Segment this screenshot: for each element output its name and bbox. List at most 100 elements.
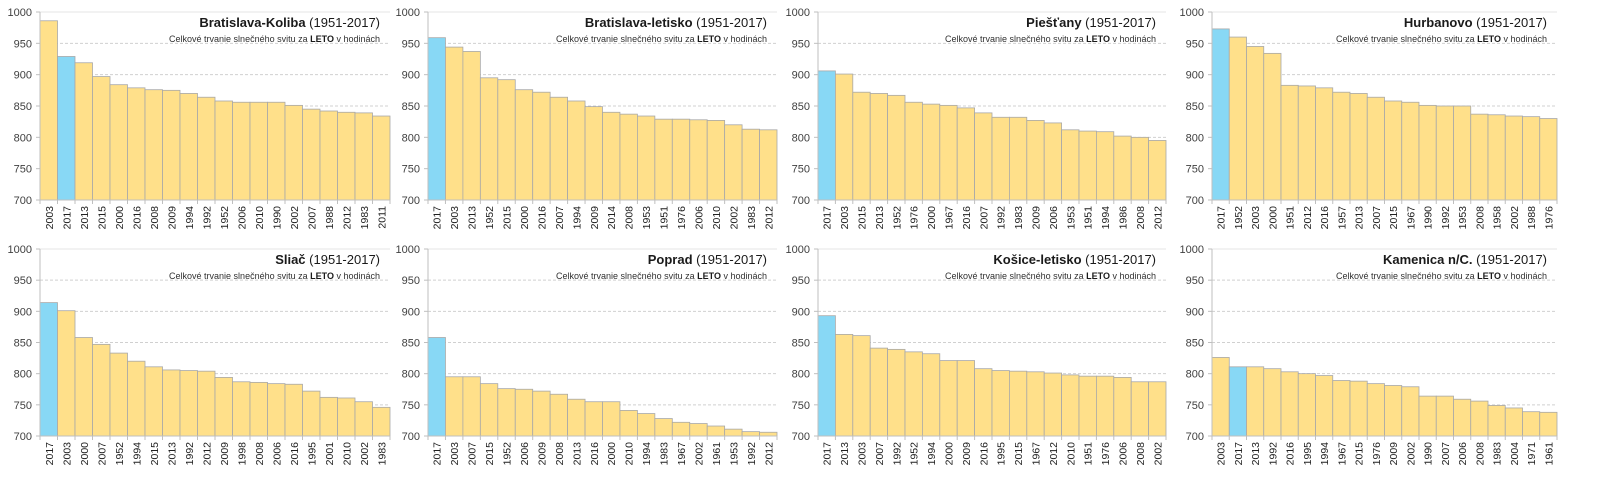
bar — [109, 352, 128, 437]
x-tick-label: 1992 — [184, 442, 196, 466]
x-tick-label: 1990 — [1423, 442, 1435, 466]
x-tick-label: 2008 — [554, 442, 566, 466]
bar — [74, 337, 93, 437]
y-tick-label: 900 — [402, 70, 420, 82]
x-tick-label: 1951 — [659, 206, 671, 230]
y-tick-label: 750 — [402, 164, 420, 176]
bar — [724, 124, 743, 201]
chart-subtitle-post: v hodinách — [1501, 271, 1547, 281]
bar — [922, 103, 941, 201]
chart-title-station: Kamenica n/C. — [1383, 252, 1473, 267]
bar — [1211, 357, 1230, 437]
x-tick-label: 2009 — [536, 442, 548, 466]
bar — [1113, 377, 1132, 437]
x-tick-label: 2008 — [1135, 206, 1147, 230]
chart-5: 700 750 800 850 900 950 1000 2017 2003 2000 2007 19… — [8, 244, 391, 466]
x-tick-label: 2015 — [484, 442, 496, 466]
bar — [1522, 411, 1541, 437]
y-tick-label: 950 — [1186, 38, 1204, 50]
x-tick-label: 2003 — [449, 206, 461, 230]
x-tick-label: 2016 — [1285, 442, 1297, 466]
x-tick-label: 1967 — [1336, 442, 1348, 466]
y-tick-label: 750 — [14, 164, 32, 176]
x-tick-label: 2007 — [1440, 442, 1452, 466]
x-tick-label: 1976 — [909, 206, 921, 230]
bar — [1148, 140, 1167, 201]
chart-subtitle-pre: Celkové trvanie slnečného svitu za — [1336, 34, 1477, 44]
x-tick-label: 1994 — [641, 442, 653, 466]
bar-highlight — [39, 302, 58, 437]
y-tick-label: 950 — [402, 38, 420, 50]
chart-subtitle: Celkové trvanie slnečného svitu za LETO … — [556, 271, 767, 281]
x-tick-label: 1992 — [746, 442, 758, 466]
x-tick-label: 2000 — [114, 206, 126, 230]
chart-title: Sliač (1951-2017) — [275, 252, 380, 267]
x-tick-label: 2006 — [236, 206, 248, 230]
y-tick-label: 750 — [402, 400, 420, 412]
x-tick-label: 2012 — [1152, 206, 1164, 230]
bar — [1078, 130, 1097, 201]
x-tick-label: 1983 — [1492, 442, 1504, 466]
bar — [39, 20, 58, 201]
x-tick-label: 2003 — [1216, 442, 1228, 466]
chart-subtitle-pre: Celkové trvanie slnečného svitu za — [1336, 271, 1477, 281]
x-tick-label: 2006 — [1118, 442, 1130, 466]
bar — [974, 368, 993, 437]
y-tick-label: 1000 — [786, 7, 810, 19]
bar — [724, 428, 743, 437]
x-tick-label: 1967 — [944, 206, 956, 230]
bar — [1009, 370, 1028, 437]
chart-subtitle-post: v hodinách — [334, 271, 380, 281]
bar — [462, 51, 481, 201]
y-tick-label: 850 — [14, 338, 32, 350]
bar — [144, 366, 163, 437]
bar — [1228, 36, 1247, 201]
x-tick-label: 2013 — [1250, 442, 1262, 466]
x-tick-label: 1994 — [1319, 442, 1331, 466]
bar — [1246, 366, 1265, 437]
bar — [991, 116, 1010, 201]
x-tick-label: 2009 — [219, 442, 231, 466]
y-tick-label: 850 — [14, 101, 32, 113]
x-tick-label: 2002 — [728, 206, 740, 230]
bar — [1078, 375, 1097, 437]
x-tick-label: 2008 — [1135, 442, 1147, 466]
x-tick-label: 1994 — [926, 442, 938, 466]
chart-title-station: Hurbanovo — [1404, 15, 1473, 30]
chart-subtitle-season: LETO — [1477, 34, 1501, 44]
x-tick-label: 1983 — [359, 206, 371, 230]
bar — [584, 401, 603, 437]
bar — [1332, 380, 1351, 437]
y-tick-label: 800 — [14, 369, 32, 381]
x-tick-label: 2003 — [1250, 206, 1262, 230]
chart-subtitle: Celkové trvanie slnečného svitu za LETO … — [556, 34, 767, 44]
bar — [922, 353, 941, 437]
x-tick-label: 1990 — [271, 206, 283, 230]
bar — [354, 401, 373, 437]
bar — [197, 370, 216, 437]
x-tick-label: 2002 — [1509, 206, 1521, 230]
chart-subtitle-pre: Celkové trvanie slnečného svitu za — [945, 271, 1086, 281]
x-tick-label: 2013 — [839, 442, 851, 466]
bar-highlight — [817, 70, 836, 201]
x-tick-label: 1988 — [324, 206, 336, 230]
x-tick-label: 1992 — [1267, 442, 1279, 466]
x-tick-label: 2013 — [166, 442, 178, 466]
chart-4: 700 750 800 850 900 950 1000 2017 1952 2003 2000 19… — [1180, 7, 1558, 230]
bar — [741, 128, 760, 201]
bar — [1332, 91, 1351, 201]
chart-subtitle: Celkové trvanie slnečného svitu za LETO … — [169, 271, 380, 281]
x-tick-label: 2009 — [1031, 206, 1043, 230]
x-tick-label: 2009 — [589, 206, 601, 230]
bar — [214, 100, 233, 201]
x-tick-label: 2002 — [359, 442, 371, 466]
x-tick-label: 2008 — [149, 206, 161, 230]
chart-title: Bratislava-Koliba (1951-2017) — [199, 15, 380, 30]
bar — [1026, 371, 1045, 437]
x-tick-label: 1983 — [376, 442, 388, 466]
x-tick-label: 2007 — [1371, 206, 1383, 230]
bar — [619, 410, 638, 437]
bar — [1366, 383, 1385, 437]
bar — [284, 383, 303, 437]
x-tick-label: 2000 — [606, 442, 618, 466]
